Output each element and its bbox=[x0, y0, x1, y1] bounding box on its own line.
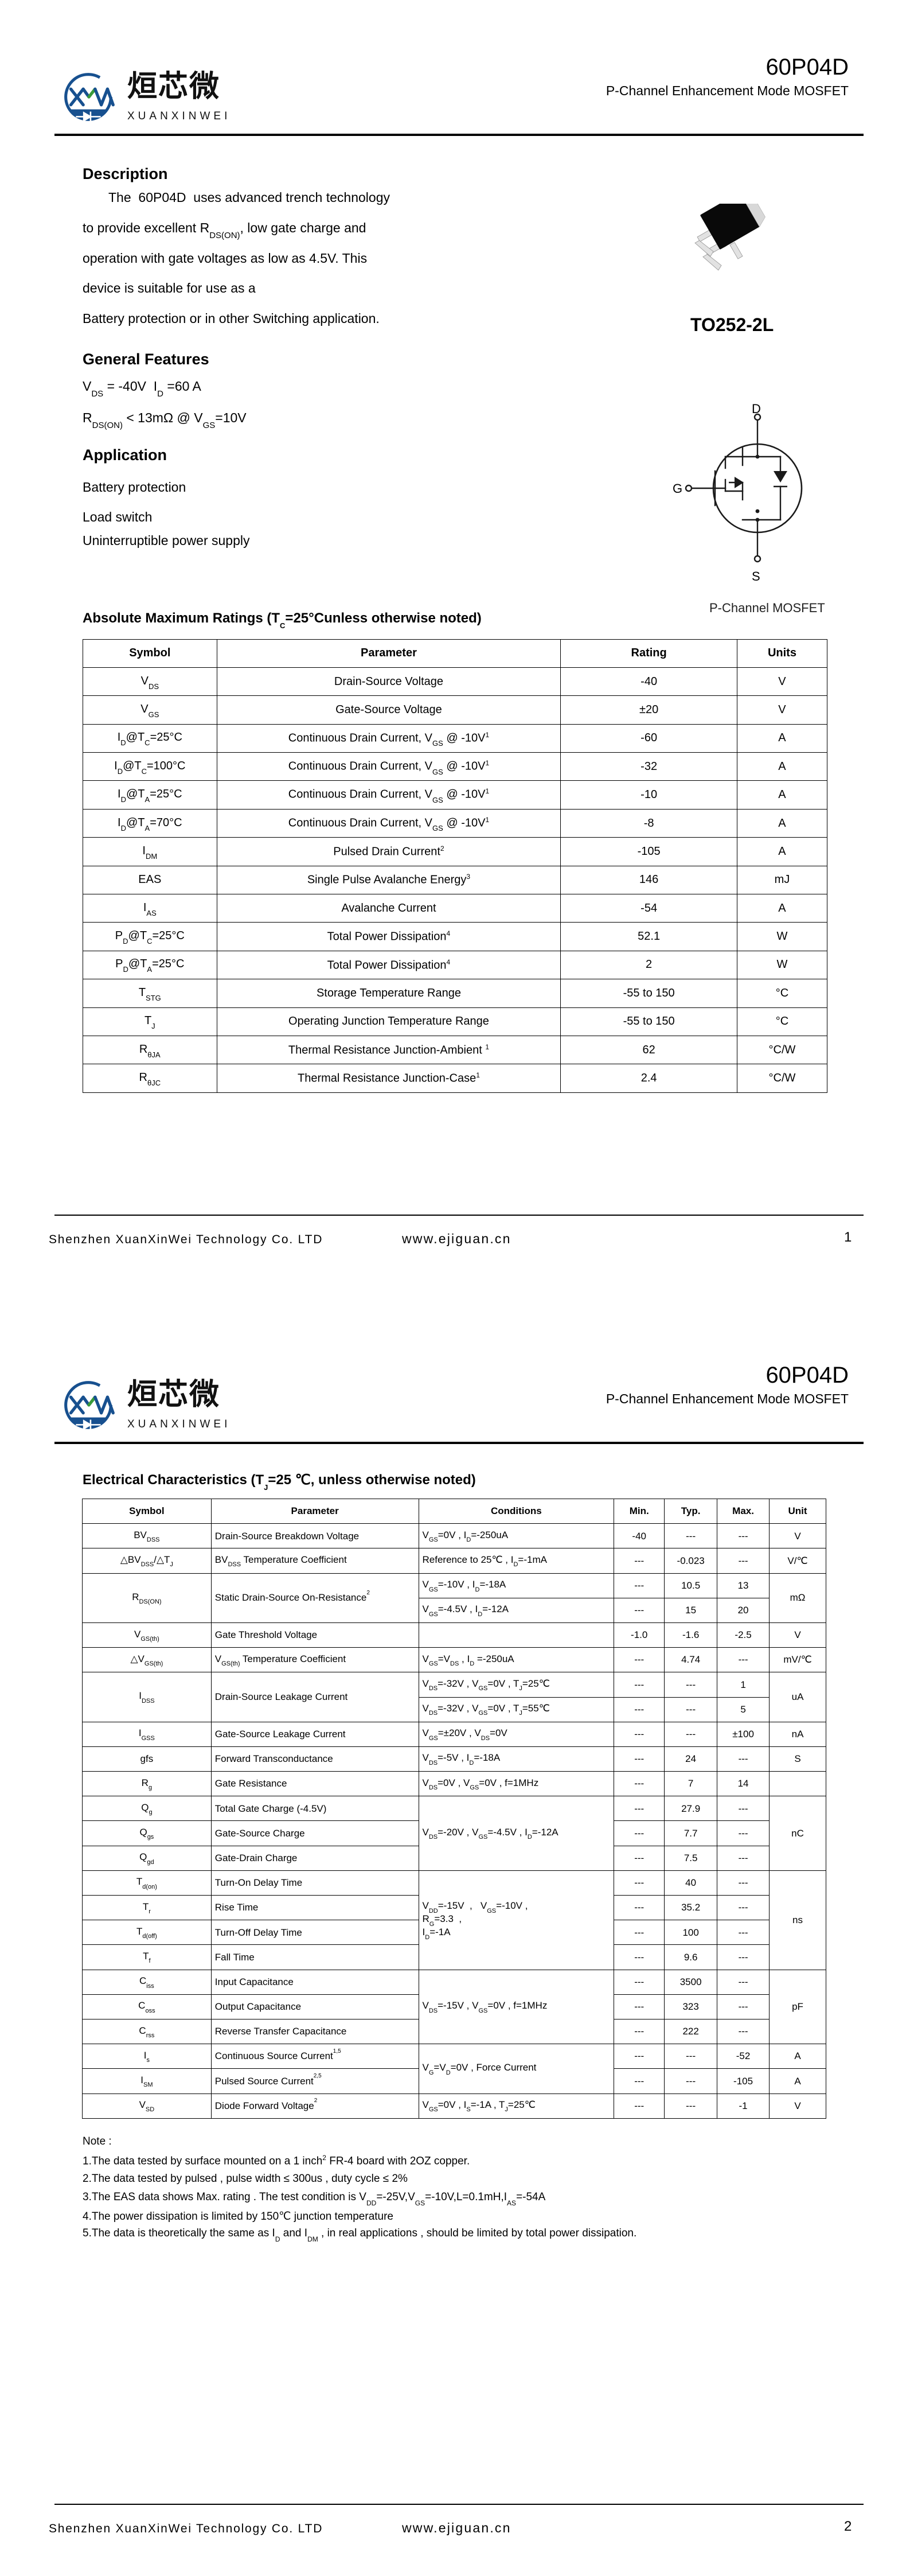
svg-text:G: G bbox=[673, 481, 682, 496]
svg-text:S: S bbox=[752, 569, 760, 583]
svg-text:D: D bbox=[752, 402, 761, 416]
